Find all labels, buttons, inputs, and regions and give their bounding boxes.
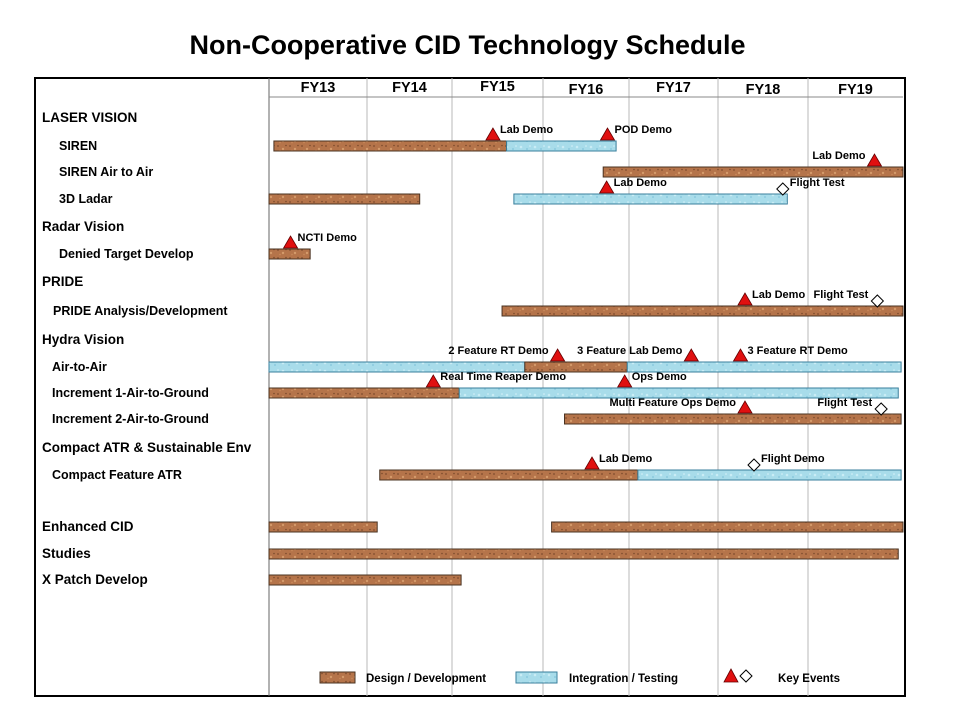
testing-bar xyxy=(458,387,899,399)
testing-bar xyxy=(626,361,902,373)
testing-bar xyxy=(513,193,788,205)
row-label: Enhanced CID xyxy=(42,519,134,534)
milestone-marker xyxy=(584,456,600,470)
milestone-marker xyxy=(282,235,299,249)
key-events: Lab Demo POD Demo Lab Demo Lab Demo Flight T… xyxy=(282,124,888,472)
milestone-marker xyxy=(485,127,501,141)
event-label: Lab Demo xyxy=(599,453,652,465)
row-label: SIREN xyxy=(59,139,97,153)
event-label: Lab Demo xyxy=(500,124,553,136)
testing-bar xyxy=(637,469,902,481)
legend-label: Integration / Testing xyxy=(569,673,678,685)
planned-event-marker xyxy=(747,458,761,472)
legend-label: Design / Development xyxy=(366,673,486,685)
row-label: Compact ATR & Sustainable Env xyxy=(42,440,252,455)
row-label: Denied Target Develop xyxy=(59,247,194,261)
milestone-marker xyxy=(732,348,749,362)
design-bar xyxy=(268,387,460,399)
page-title: Non-Cooperative CID Technology Schedule xyxy=(189,30,746,60)
design-bar xyxy=(551,521,904,533)
event-label: Lab Demo xyxy=(614,177,667,189)
planned-event-marker xyxy=(776,182,790,196)
milestone-marker xyxy=(425,374,441,388)
fy-label: FY14 xyxy=(392,80,427,96)
design-bar xyxy=(273,140,508,152)
fy-label: FY15 xyxy=(480,79,515,95)
row-label: SIREN Air to Air xyxy=(59,165,153,179)
milestone-marker xyxy=(549,348,566,362)
event-label: POD Demo xyxy=(615,124,673,136)
row-label: Increment 1-Air-to-Ground xyxy=(52,386,209,400)
event-label: Real Time Reaper Demo xyxy=(440,371,566,383)
planned-event-marker xyxy=(870,294,885,308)
design-bar xyxy=(501,305,904,317)
design-bar xyxy=(379,469,639,481)
event-label: Multi Feature Ops Demo xyxy=(609,397,736,409)
event-label: 3 Feature RT Demo xyxy=(748,345,849,357)
milestone-marker xyxy=(737,400,753,414)
legend-label: Key Events xyxy=(778,673,840,685)
legend-swatch-design xyxy=(319,671,356,684)
legend: Design / Development Integration / Testin… xyxy=(319,668,840,685)
milestone-marker xyxy=(683,348,699,362)
event-label: 3 Feature Lab Demo xyxy=(577,345,682,357)
row-label: X Patch Develop xyxy=(42,572,148,587)
row-label: Studies xyxy=(42,546,91,561)
row-label: 3D Ladar xyxy=(59,192,113,206)
design-bar xyxy=(268,574,462,586)
event-label: Lab Demo xyxy=(812,150,865,162)
legend-milestone-icon xyxy=(723,668,739,683)
row-label: PRIDE Analysis/Development xyxy=(53,304,228,318)
event-label: Flight Test xyxy=(814,289,869,301)
design-bar xyxy=(602,166,904,178)
design-bar xyxy=(268,521,378,533)
event-label: 2 Feature RT Demo xyxy=(448,345,549,357)
legend-swatch-testing xyxy=(515,671,558,684)
fy-label: FY19 xyxy=(838,82,873,98)
fy-label: FY13 xyxy=(301,80,336,96)
row-label: Air-to-Air xyxy=(52,360,107,374)
event-label: Flight Test xyxy=(790,177,845,189)
chart-frame xyxy=(34,77,906,697)
row-label: Radar Vision xyxy=(42,219,124,234)
row-label: LASER VISION xyxy=(42,110,137,125)
planned-event-marker xyxy=(874,402,888,416)
row-labels: LASER VISION SIREN SIREN Air to Air 3D Lada… xyxy=(42,110,252,587)
design-bar xyxy=(564,413,902,425)
testing-bar xyxy=(506,140,617,152)
fiscal-year-header: FY13 FY14 FY15 FY16 FY17 FY18 FY19 xyxy=(269,79,903,98)
milestone-marker xyxy=(866,153,883,167)
event-label: Flight Test xyxy=(817,397,872,409)
legend-planned-icon xyxy=(739,669,753,683)
design-bar xyxy=(268,193,421,205)
design-bar xyxy=(268,248,311,260)
fy-label: FY16 xyxy=(569,82,604,98)
event-label: Lab Demo xyxy=(752,289,805,301)
design-bar xyxy=(268,548,899,560)
event-label: NCTI Demo xyxy=(298,232,358,244)
milestone-marker xyxy=(598,180,615,194)
milestone-marker xyxy=(599,127,616,141)
row-label: Hydra Vision xyxy=(42,332,124,347)
milestone-marker xyxy=(737,292,753,306)
fy-label: FY17 xyxy=(656,80,691,96)
milestone-marker xyxy=(617,374,633,388)
task-bars xyxy=(268,140,904,586)
row-label: PRIDE xyxy=(42,274,83,289)
row-label: Compact Feature ATR xyxy=(52,468,182,482)
fy-label: FY18 xyxy=(746,82,781,98)
row-label: Increment 2-Air-to-Ground xyxy=(52,412,209,426)
event-label: Flight Demo xyxy=(761,453,825,465)
event-label: Ops Demo xyxy=(632,371,687,383)
